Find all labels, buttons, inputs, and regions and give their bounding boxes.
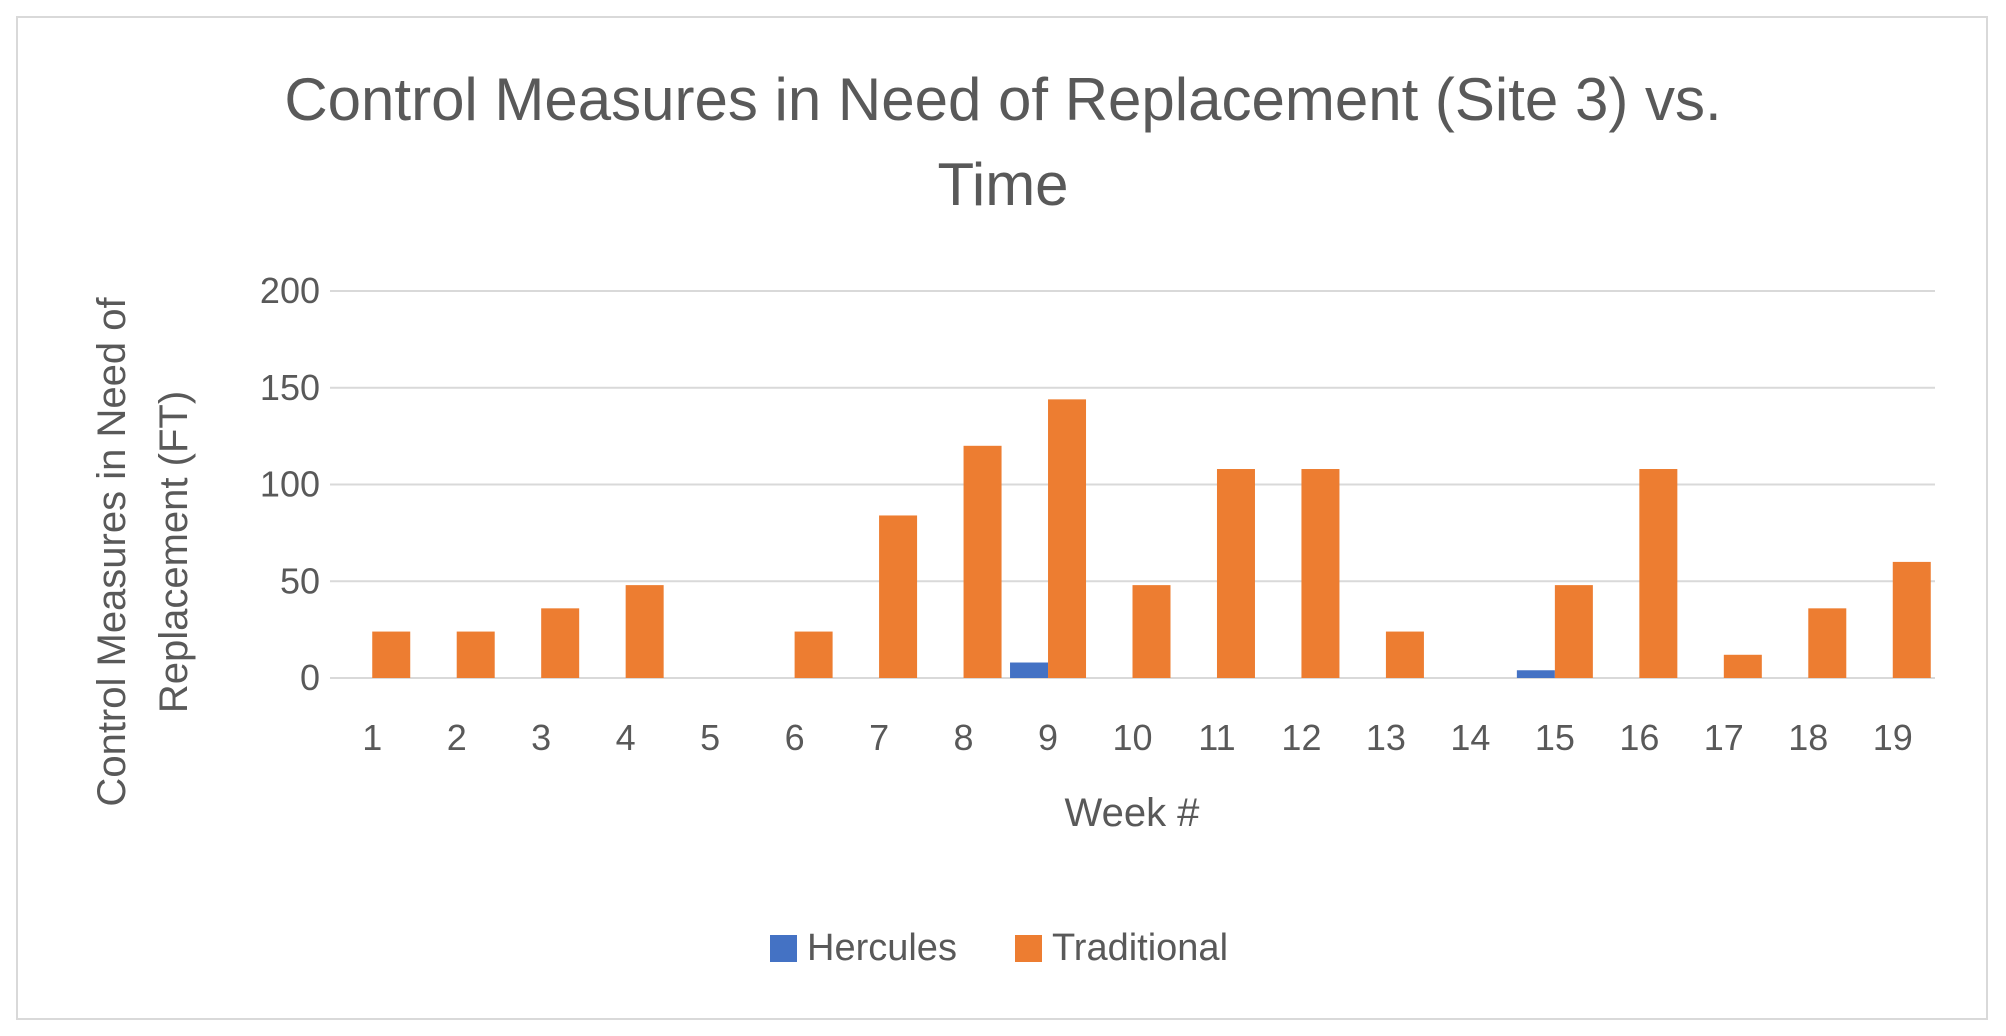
x-axis-title: Week # <box>1065 791 1201 835</box>
bar-traditional-week-17 <box>1723 654 1762 678</box>
x-tick-label: 12 <box>1281 717 1321 758</box>
y-axis-title-line-2: Replacement (FT) <box>152 391 196 713</box>
y-tick-label: 100 <box>260 464 320 505</box>
x-tick-label: 19 <box>1873 717 1913 758</box>
y-tick-label: 200 <box>260 270 320 311</box>
bar-traditional-week-7 <box>879 515 918 678</box>
y-tick-label: 150 <box>260 367 320 408</box>
bar-traditional-week-11 <box>1216 469 1255 678</box>
x-tick-label: 8 <box>954 717 974 758</box>
x-axis-ticks: 1 2 3 4 5 6 7 8 9 10 11 12 13 14 15 16 17 18 19 <box>362 717 1913 758</box>
x-tick-label: 7 <box>869 717 889 758</box>
y-axis-title: Control Measures in Need of Replacement … <box>90 297 196 807</box>
bars <box>372 399 1931 678</box>
legend-label-traditional: Traditional <box>1052 927 1228 969</box>
x-tick-label: 11 <box>1198 717 1235 758</box>
x-tick-label: 10 <box>1112 717 1152 758</box>
bar-traditional-week-13 <box>1385 631 1424 678</box>
legend-label-hercules: Hercules <box>807 927 957 969</box>
x-tick-label: 14 <box>1450 717 1490 758</box>
y-tick-label: 0 <box>300 657 320 698</box>
x-tick-label: 4 <box>616 717 636 758</box>
x-tick-label: 17 <box>1704 717 1744 758</box>
x-tick-label: 1 <box>362 717 382 758</box>
y-axis-title-line-1: Control Measures in Need of <box>90 297 134 807</box>
bar-hercules-week-15 <box>1516 670 1555 678</box>
chart-title-line-2: Time <box>937 151 1068 218</box>
bar-traditional-week-15 <box>1554 585 1593 678</box>
chart-title-line-1: Control Measures in Need of Replacement … <box>284 66 1721 133</box>
bar-traditional-week-19 <box>1892 561 1931 678</box>
bar-hercules-week-9 <box>1010 662 1049 678</box>
x-tick-label: 5 <box>700 717 720 758</box>
bar-traditional-week-16 <box>1639 469 1678 678</box>
x-tick-label: 15 <box>1535 717 1575 758</box>
bar-traditional-week-12 <box>1301 469 1340 678</box>
bar-traditional-week-10 <box>1132 585 1171 678</box>
x-tick-label: 18 <box>1788 717 1828 758</box>
bar-traditional-week-4 <box>625 585 664 678</box>
x-tick-label: 9 <box>1038 717 1058 758</box>
bar-traditional-week-1 <box>372 631 411 678</box>
x-tick-label: 3 <box>531 717 551 758</box>
bar-traditional-week-2 <box>456 631 495 678</box>
legend-swatch-traditional <box>1015 935 1042 962</box>
x-tick-label: 16 <box>1619 717 1659 758</box>
y-tick-label: 50 <box>280 560 320 601</box>
chart-title: Control Measures in Need of Replacement … <box>284 66 1721 218</box>
legend-swatch-hercules <box>770 935 797 962</box>
x-tick-label: 2 <box>447 717 467 758</box>
bar-traditional-week-18 <box>1808 608 1847 678</box>
x-tick-label: 6 <box>785 717 805 758</box>
x-tick-label: 13 <box>1366 717 1406 758</box>
bar-traditional-week-6 <box>794 631 833 678</box>
y-axis-ticks: 0 50 100 150 200 <box>260 270 320 698</box>
bar-traditional-week-3 <box>541 608 580 678</box>
bar-traditional-week-9 <box>1048 399 1087 678</box>
bar-traditional-week-8 <box>963 445 1002 678</box>
legend: Hercules Traditional <box>770 927 1228 969</box>
